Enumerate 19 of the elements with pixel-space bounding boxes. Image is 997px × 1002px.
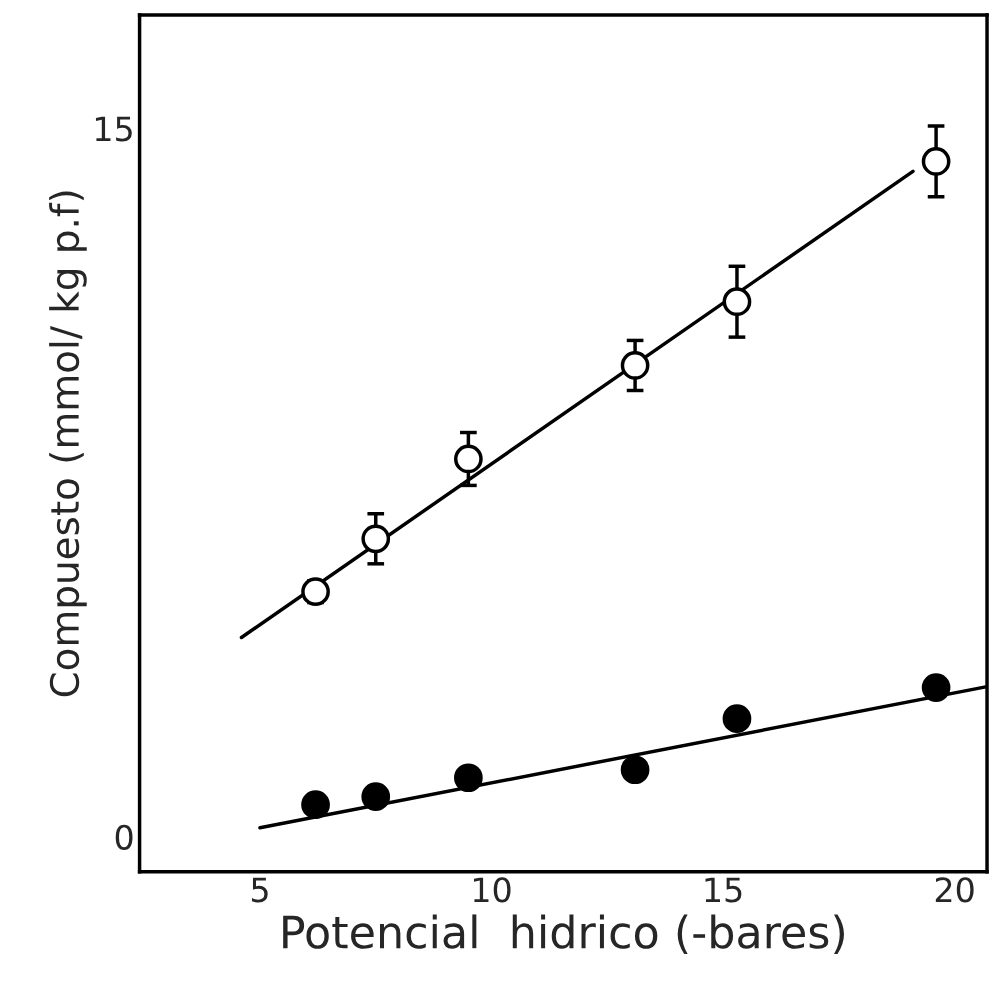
point — [361, 524, 391, 554]
point — [620, 755, 650, 785]
point — [921, 673, 951, 702]
x-tick-label: 10 — [473, 877, 511, 903]
y-axis-title: Compuesto (mmol/ kg p.f) — [49, 191, 87, 697]
point — [454, 444, 483, 474]
point — [301, 577, 330, 607]
point — [454, 763, 483, 793]
point — [361, 782, 391, 811]
y-tick-label: 0 — [115, 824, 133, 850]
x-axis-title: Potencial hidrico (-bares) — [283, 914, 844, 955]
x-tick-label: 15 — [705, 877, 742, 903]
point — [722, 704, 752, 734]
point — [620, 351, 650, 380]
x-tick-label: 5 — [251, 877, 268, 903]
x-tick-label: 20 — [935, 877, 974, 903]
point — [921, 147, 951, 176]
point — [301, 790, 330, 820]
point — [722, 287, 752, 317]
